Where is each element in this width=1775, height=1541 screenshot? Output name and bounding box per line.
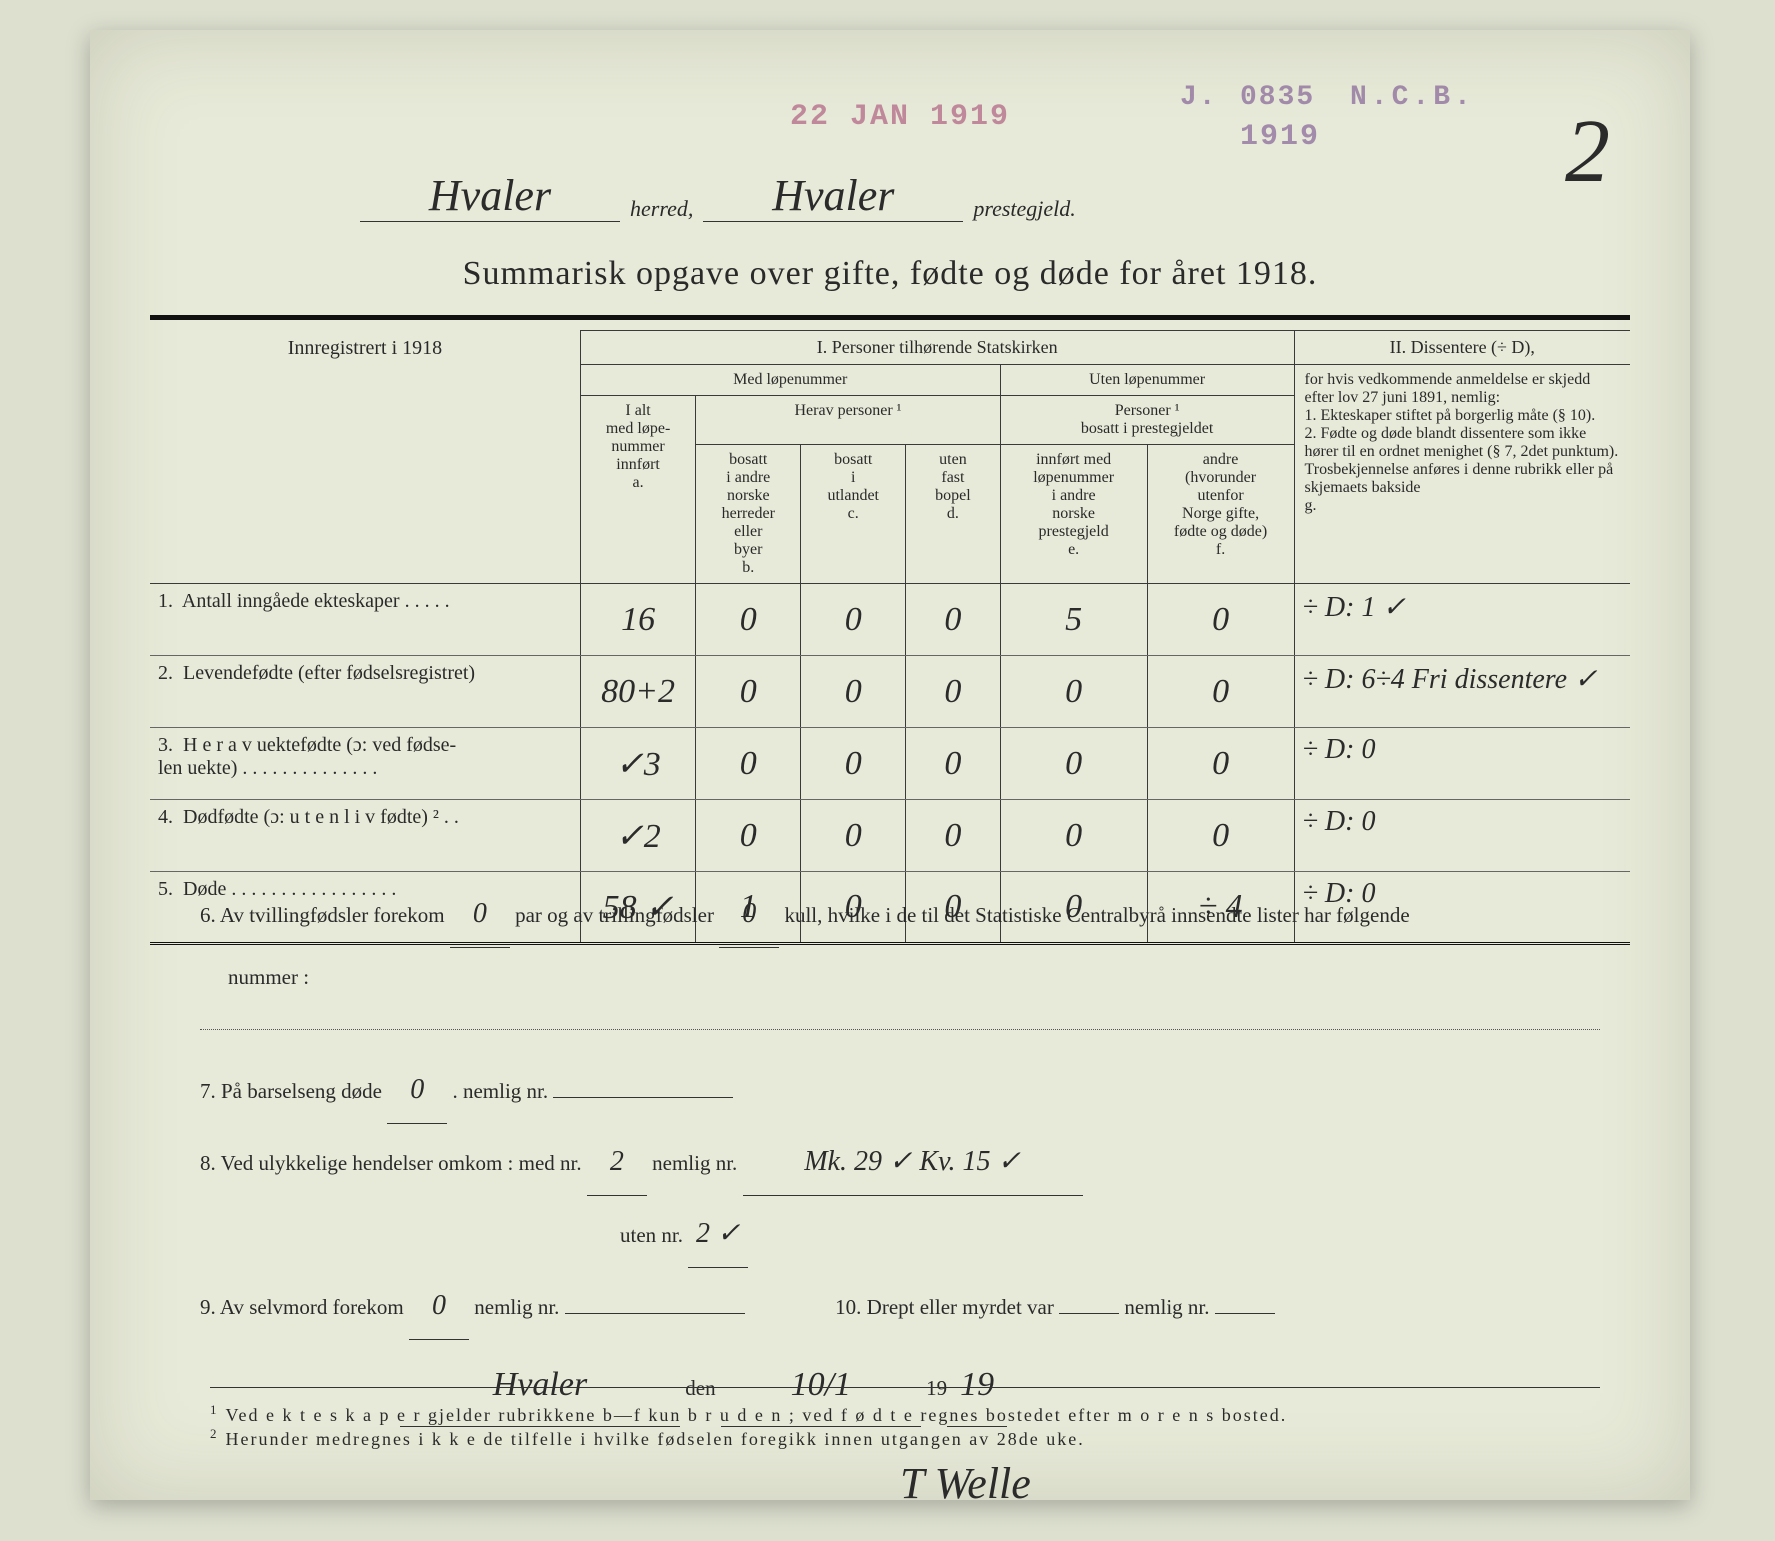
col-b-header: bosatt i andre norske herreder eller bye… [696, 445, 801, 584]
herav-personer-header: Herav personer ¹ [696, 396, 1000, 445]
row3-a: ✓3 [589, 744, 687, 784]
line8-a: 8. Ved ulykkelige hendelser omkom : med … [200, 1151, 582, 1175]
line7-val: 0 [410, 1074, 424, 1105]
row2-g: ÷ D: 6÷4 Fri dissentere ✓ [1303, 664, 1598, 695]
row1-d: 0 [914, 601, 991, 639]
main-table: Innregistrert i 1918 I. Personer tilhøre… [150, 330, 1630, 945]
row4-c: 0 [809, 817, 897, 855]
col-f-header: andre (hvorunder utenfor Norge gifte, fø… [1147, 445, 1294, 584]
row4-b: 0 [704, 817, 792, 855]
line8-val2: 2 ✓ [696, 1218, 740, 1249]
line6-b: par og av trillingfødsler [515, 903, 714, 927]
herred-label: herred, [630, 196, 693, 221]
stamp-date: 22 JAN 1919 [790, 100, 1010, 134]
line10-a: 10. Drept eller myrdet var [835, 1295, 1054, 1319]
row3-d: 0 [914, 745, 991, 783]
row2-e: 0 [1009, 673, 1139, 711]
med-lopenummer-header: Med løpenummer [580, 365, 1000, 396]
stamp-j-label: J. [1180, 82, 1218, 113]
section-II-header: II. Dissentere (÷ D), [1294, 331, 1630, 365]
herred-value: Hvaler [429, 171, 551, 220]
header-line: Hvaler herred, Hvaler prestegjeld. [150, 170, 1630, 230]
col-d-header: uten fast bopel d. [906, 445, 1000, 584]
row1-f: 0 [1156, 601, 1286, 639]
document-page: 22 JAN 1919 J. 0835 N.C.B. 1919 2 Hvaler… [90, 30, 1690, 1500]
personer-bosatt-header: Personer ¹ bosatt i prestegjeldet [1000, 396, 1294, 445]
row1-c: 0 [809, 601, 897, 639]
section-I-header: I. Personer tilhørende Statskirken [580, 331, 1294, 365]
row3-c: 0 [809, 745, 897, 783]
stamp-j-number: 0835 [1240, 82, 1315, 113]
row4-d: 0 [914, 817, 991, 855]
line7-b: . nemlig nr. [452, 1079, 548, 1103]
line7-a: 7. På barselseng døde [200, 1079, 382, 1103]
stamp-year: 1919 [1240, 120, 1320, 154]
signature: T Welle [900, 1459, 1031, 1508]
line10-b: nemlig nr. [1124, 1295, 1209, 1319]
row1-b: 0 [704, 601, 792, 639]
row1-e: 5 [1009, 601, 1139, 639]
row2-c: 0 [809, 673, 897, 711]
line6-a: 6. Av tvillingfødsler forekom [200, 903, 445, 927]
col-c-header: bosatt i utlandet c. [801, 445, 906, 584]
line8-hw: Mk. 29 ✓ Kv. 15 ✓ [804, 1146, 1021, 1177]
row2-d: 0 [914, 673, 991, 711]
line8-val1: 2 [610, 1146, 624, 1177]
col-header-innregistrert: Innregistrert i 1918 [150, 331, 580, 584]
line9-b: nemlig nr. [474, 1295, 559, 1319]
row1-label: 1. Antall inngåede ekteskaper . . . . . [150, 584, 580, 656]
line9-val: 0 [432, 1290, 446, 1321]
row1-g: ÷ D: 1 ✓ [1303, 592, 1406, 623]
row4-e: 0 [1009, 817, 1139, 855]
footnotes: 1 Ved e k t e s k a p e r gjelder rubrik… [210, 1387, 1600, 1450]
row3-label: 3. H e r a v uektefødte (ɔ: ved fødse- l… [150, 728, 580, 800]
row4-a: ✓2 [589, 816, 687, 856]
row2-label: 2. Levendefødte (efter fødselsregistret) [150, 656, 580, 728]
dotted-rule [200, 1029, 1600, 1030]
col-a-header: I alt med løpe- nummer innført a. [580, 396, 695, 584]
row3-f: 0 [1156, 745, 1286, 783]
line6-val2: 0 [742, 898, 756, 929]
row2-a: 80+2 [589, 673, 687, 711]
footnote-1: Ved e k t e s k a p e r gjelder rubrikke… [226, 1405, 1288, 1425]
row2-b: 0 [704, 673, 792, 711]
form-title: Summarisk opgave over gifte, fødte og dø… [90, 255, 1690, 293]
col-e-header: innført med løpenummer i andre norske pr… [1000, 445, 1147, 584]
row3-g: ÷ D: 0 [1303, 734, 1376, 765]
row2-f: 0 [1156, 673, 1286, 711]
row3-b: 0 [704, 745, 792, 783]
prestegjeld-value: Hvaler [772, 171, 894, 220]
row3-e: 0 [1009, 745, 1139, 783]
row4-label: 4. Dødfødte (ɔ: u t e n l i v fødte) ² .… [150, 800, 580, 872]
line8-b: nemlig nr. [652, 1151, 737, 1175]
uten-lopenummer-header: Uten løpenummer [1000, 365, 1294, 396]
line6-val1: 0 [473, 898, 487, 929]
title-rule [150, 315, 1630, 320]
footnote-2: Herunder medregnes i k k e de tilfelle i… [226, 1429, 1085, 1449]
row4-f: 0 [1156, 817, 1286, 855]
row4-g: ÷ D: 0 [1303, 806, 1376, 837]
line6-d: nummer : [200, 952, 1600, 1002]
line8-c: uten nr. [620, 1223, 683, 1247]
row1-a: 16 [589, 601, 687, 639]
col-g-text: for hvis vedkommende anmeldelse er skjed… [1294, 365, 1630, 584]
prestegjeld-label: prestegjeld. [973, 196, 1075, 221]
line9-a: 9. Av selvmord forekom [200, 1295, 404, 1319]
stamp-ncb: N.C.B. [1350, 82, 1475, 113]
line6-c: kull, hvilke i de til det Statistiske Ce… [784, 903, 1409, 927]
